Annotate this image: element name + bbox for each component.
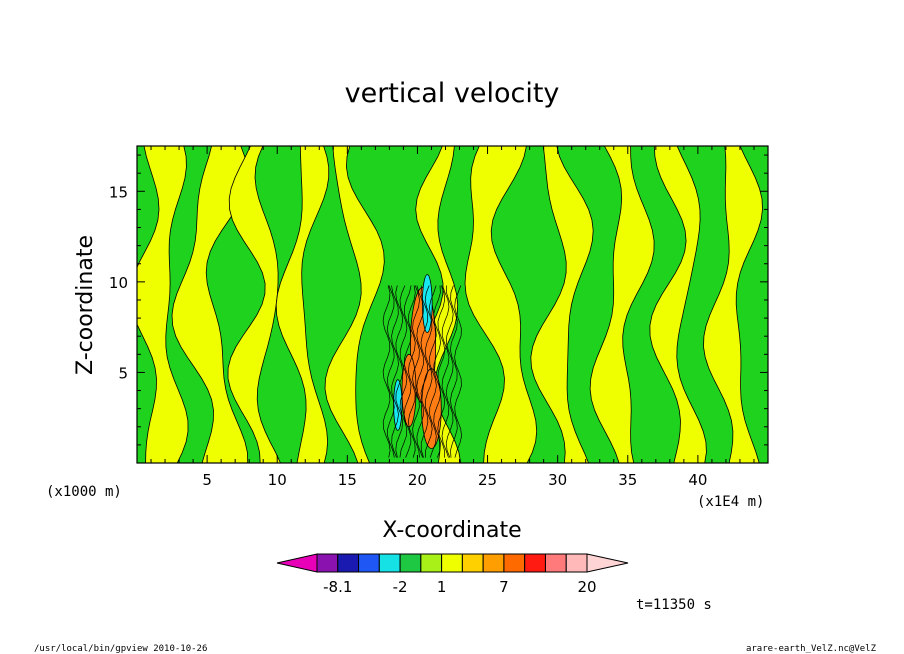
plot-area <box>137 146 768 463</box>
footer-right: arare-earth_VelZ.nc@VelZ <box>746 644 877 654</box>
x-tick-label: 20 <box>408 471 427 489</box>
contour-line <box>391 285 399 458</box>
x-tick-label: 25 <box>478 471 497 489</box>
colorbar-label: -2 <box>393 578 408 596</box>
x-tick-label: 35 <box>618 471 637 489</box>
positive-band <box>324 146 385 463</box>
colorbar-segment <box>316 553 339 573</box>
colorbar-segment <box>337 553 360 573</box>
contour-line <box>416 285 425 458</box>
positive-band <box>275 146 330 463</box>
positive-band <box>649 146 707 463</box>
colorbar <box>276 553 629 573</box>
x-tick-label: 10 <box>268 471 287 489</box>
x-tick-label: 30 <box>548 471 567 489</box>
contour-line <box>407 285 416 458</box>
positive-band <box>703 146 763 463</box>
y-axis-label: Z-coordinate <box>73 235 98 375</box>
y-axis: 5 10 15 <box>109 154 768 446</box>
colorbar-segment <box>565 553 588 573</box>
colorbar-segment <box>482 553 505 573</box>
contour-line <box>450 285 458 458</box>
contour-line <box>420 285 429 458</box>
colorbar-low-arrow <box>276 553 318 573</box>
core-cell <box>393 379 403 431</box>
colorbar-segment <box>461 553 484 573</box>
colorbar-segment <box>441 553 463 573</box>
contour-line <box>395 285 404 458</box>
contour-line <box>386 285 395 458</box>
contour-line <box>399 285 408 458</box>
colorbar-segment <box>420 553 443 573</box>
x-tick-label: 5 <box>202 471 212 489</box>
contour-line <box>433 285 441 458</box>
core-cell <box>421 274 433 333</box>
x-tick-label: 15 <box>338 471 357 489</box>
x-tick-label: 40 <box>688 471 707 489</box>
x-unit-right: (x1E4 m) <box>697 494 764 510</box>
x-axis: 5 10 15 20 25 30 35 40 <box>150 146 755 489</box>
y-tick-label: 10 <box>109 274 128 292</box>
positive-band <box>464 146 538 463</box>
colorbar-label: 1 <box>437 578 447 596</box>
positive-band <box>227 146 281 463</box>
positive-band <box>171 146 249 463</box>
x-axis-label: X-coordinate <box>382 518 521 543</box>
contour-line <box>429 285 437 458</box>
colorbar-label: -8.1 <box>323 578 352 596</box>
colorbar-label: 7 <box>499 578 509 596</box>
colorbar-high-arrow <box>586 553 629 573</box>
colorbar-label: 20 <box>577 578 596 596</box>
chart-title: vertical velocity <box>345 78 560 109</box>
positive-band <box>589 146 655 463</box>
contour-line <box>437 285 446 458</box>
colorbar-segment <box>544 553 567 573</box>
contour-line <box>424 285 433 458</box>
contour-line <box>412 285 420 458</box>
contour-lines <box>382 285 462 458</box>
contour-line <box>445 285 454 458</box>
y-tick-label: 15 <box>109 183 128 201</box>
positive-band <box>530 146 594 463</box>
contour-line <box>454 285 462 458</box>
colorbar-segment <box>399 553 422 573</box>
y-tick-label: 5 <box>118 364 128 382</box>
colorbar-segment <box>378 553 401 573</box>
contour-line <box>441 285 450 458</box>
time-label: t=11350 s <box>636 597 712 613</box>
plot-frame <box>136 145 769 464</box>
positive-velocity-regions <box>137 146 763 463</box>
colorbar-segment <box>524 553 546 573</box>
colorbar-segment <box>503 553 526 573</box>
colorbar-segment <box>358 553 380 573</box>
footer-left: /usr/local/bin/gpview 2010-10-26 <box>34 644 207 654</box>
colorbar-labels: -8.1 -2 1 7 20 <box>323 578 596 596</box>
contour-line <box>382 285 391 458</box>
x-unit-left: (x1000 m) <box>46 484 122 500</box>
contour-line <box>403 285 412 458</box>
positive-band <box>137 146 189 463</box>
